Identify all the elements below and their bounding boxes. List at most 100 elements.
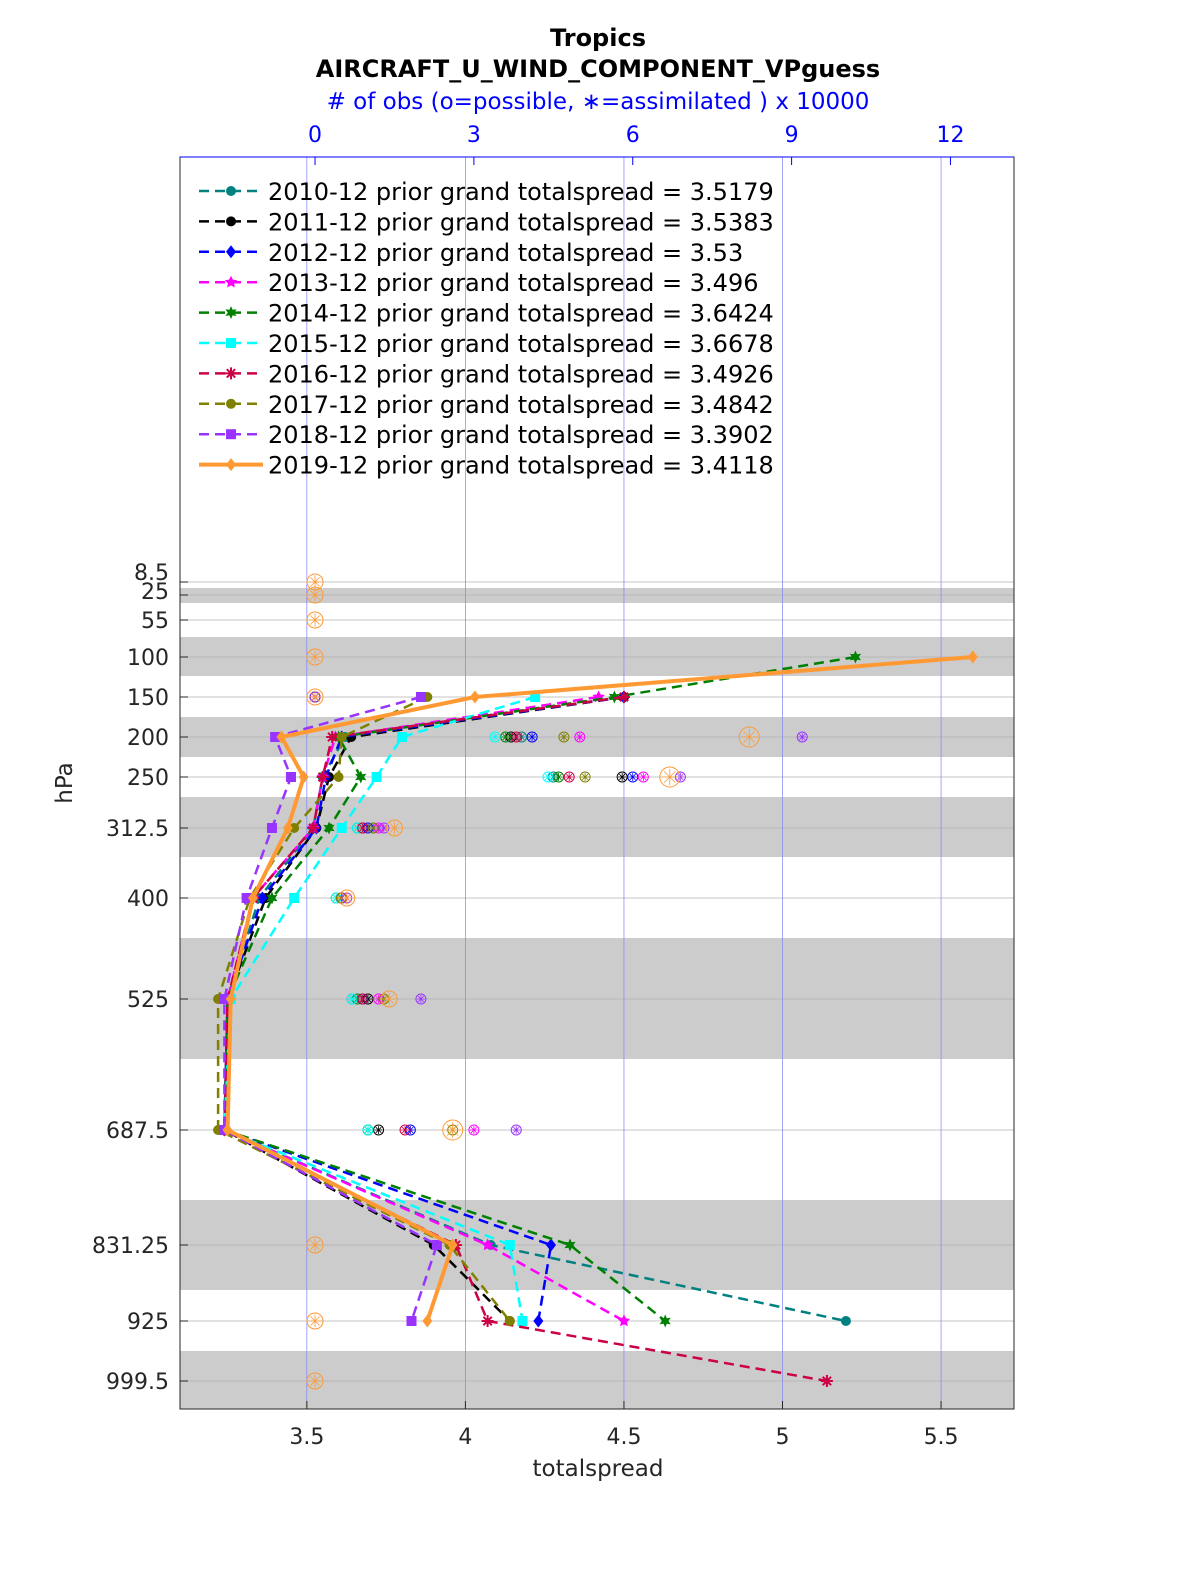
- obs-assimilated-marker: [358, 824, 367, 832]
- x-tick-label: 4.5: [606, 1425, 641, 1450]
- obs-possible-marker: [526, 731, 538, 743]
- top-tick-label: 9: [785, 123, 799, 148]
- level-band: [180, 938, 1014, 1059]
- data-point: [270, 732, 281, 742]
- top-tick-label: 0: [308, 123, 322, 148]
- data-point: [289, 893, 300, 903]
- obs-possible-marker: [558, 731, 570, 743]
- legend-entry: 2013-12 prior grand totalspread = 3.496: [268, 269, 758, 297]
- data-point: [820, 1375, 833, 1387]
- data-point: [247, 891, 258, 905]
- y-tick-label: 55: [141, 609, 169, 634]
- obs-possible-marker: [306, 688, 324, 706]
- obs-possible-marker: [306, 648, 324, 666]
- obs-possible-marker: [574, 731, 586, 743]
- obs-assimilated-marker: [358, 995, 367, 1003]
- level-band: [180, 588, 1014, 603]
- data-point: [336, 823, 347, 833]
- obs-assimilated-marker: [369, 824, 378, 832]
- level-band: [180, 637, 1014, 676]
- legend-entry: 2019-12 prior grand totalspread = 3.4118: [268, 452, 774, 480]
- data-point: [226, 338, 236, 348]
- obs-possible-marker: [468, 1124, 480, 1136]
- obs-assimilated-marker: [469, 1126, 478, 1134]
- data-point: [225, 306, 237, 320]
- data-point: [333, 772, 344, 782]
- obs-possible-marker: [373, 1124, 385, 1136]
- obs-count-markers: [306, 573, 808, 1390]
- data-point: [533, 1314, 544, 1328]
- obs-assimilated-marker: [308, 588, 322, 602]
- obs-assimilated-marker: [618, 773, 627, 781]
- legend-entry: 2017-12 prior grand totalspread = 3.4842: [268, 391, 774, 419]
- data-point: [285, 772, 296, 782]
- obs-possible-marker: [659, 766, 681, 788]
- obs-assimilated-marker: [554, 773, 563, 781]
- obs-possible-marker: [796, 731, 808, 743]
- data-point: [316, 771, 329, 783]
- chart-subtitle: AIRCRAFT_U_WIND_COMPONENT_VPguess: [316, 55, 880, 83]
- data-point: [517, 1316, 528, 1326]
- obs-possible-marker: [357, 822, 369, 834]
- obs-possible-marker: [553, 771, 565, 783]
- y-tick-label: 999.5: [106, 1370, 169, 1395]
- data-point: [967, 650, 978, 664]
- obs-possible-marker: [616, 771, 628, 783]
- x-tick-label: 5: [776, 1425, 790, 1450]
- obs-assimilated-marker: [639, 773, 648, 781]
- data-point: [276, 730, 287, 744]
- y-tick-label: 100: [127, 646, 169, 671]
- data-point: [298, 770, 309, 784]
- data-point: [396, 732, 407, 742]
- obs-assimilated-marker: [308, 1314, 322, 1328]
- data-point: [546, 1238, 557, 1252]
- series-line: [216, 695, 511, 1322]
- obs-possible-marker: [627, 771, 639, 783]
- obs-assimilated-marker: [559, 733, 568, 741]
- series-line: [225, 655, 973, 1322]
- data-point: [226, 398, 236, 409]
- y-tick-label: 687.5: [106, 1119, 169, 1144]
- obs-assimilated-marker: [676, 773, 685, 781]
- top-tick-label: 12: [936, 123, 964, 148]
- data-point: [226, 458, 236, 472]
- data-point: [431, 1240, 442, 1250]
- legend-entry: 2014-12 prior grand totalspread = 3.6424: [268, 300, 774, 328]
- obs-possible-marker: [637, 771, 649, 783]
- data-point: [219, 994, 230, 1004]
- data-point: [617, 1314, 631, 1327]
- obs-assimilated-marker: [528, 733, 537, 741]
- y-tick-label: 400: [127, 887, 169, 912]
- obs-possible-marker: [306, 1236, 324, 1254]
- obs-possible-marker: [357, 993, 369, 1005]
- obs-assimilated-marker: [491, 733, 500, 741]
- data-point: [840, 1316, 851, 1326]
- obs-possible-marker: [306, 586, 324, 604]
- obs-assimilated-marker: [565, 773, 574, 781]
- data-point: [659, 1314, 671, 1328]
- series: [213, 692, 515, 1326]
- obs-possible-marker: [399, 1124, 411, 1136]
- data-point: [226, 429, 236, 440]
- obs-possible-marker: [306, 1372, 324, 1390]
- y-tick-label: 831.25: [92, 1234, 169, 1259]
- obs-possible-marker: [362, 1124, 374, 1136]
- obs-possible-marker: [380, 990, 398, 1008]
- obs-possible-marker: [510, 731, 522, 743]
- series: [222, 650, 978, 1328]
- data-point: [504, 1240, 515, 1250]
- obs-assimilated-marker: [308, 1238, 322, 1252]
- data-point: [289, 823, 300, 833]
- y-tick-label: 312.5: [106, 817, 169, 842]
- x-tick-label: 4: [458, 1425, 472, 1450]
- y-tick-label: 925: [127, 1310, 169, 1335]
- obs-assimilated-marker: [544, 773, 553, 781]
- legend: 2010-12 prior grand totalspread = 3.5179…: [199, 178, 774, 480]
- obs-assimilated-marker: [348, 995, 357, 1003]
- data-point: [355, 770, 367, 784]
- data-point: [849, 650, 862, 664]
- obs-assimilated-marker: [308, 575, 322, 589]
- obs-assimilated-marker: [379, 824, 388, 832]
- data-point: [257, 891, 268, 905]
